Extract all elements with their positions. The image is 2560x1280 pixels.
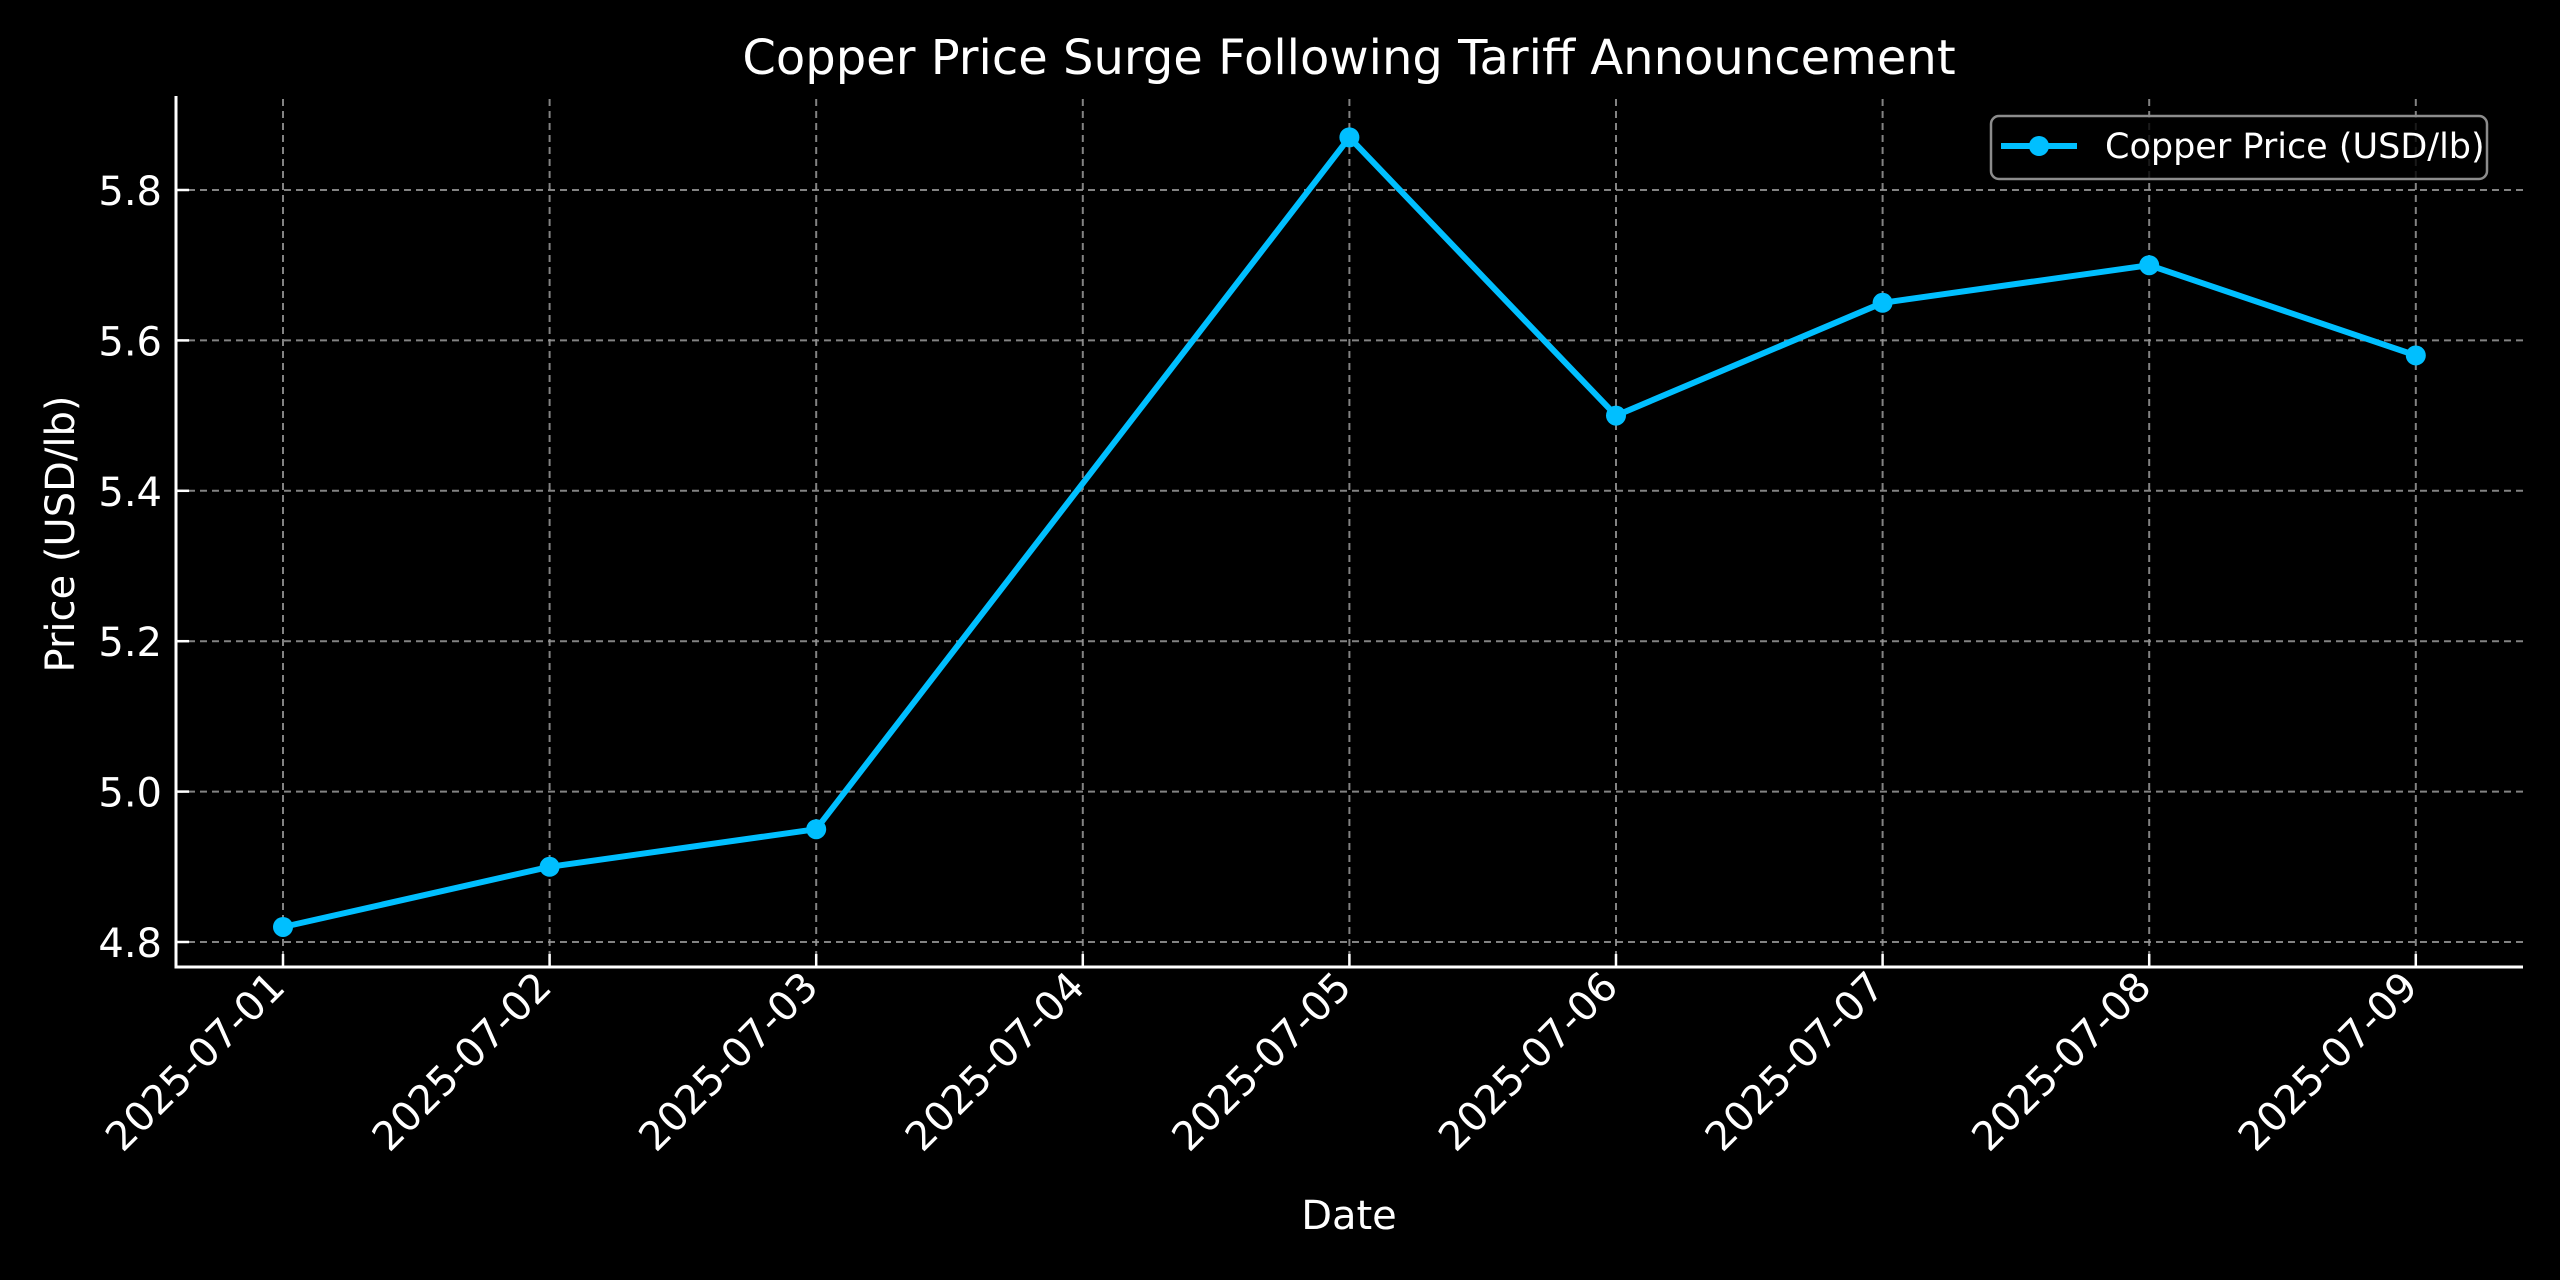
- series-copper-price: [273, 127, 2426, 937]
- y-tick-label: 4.8: [98, 921, 162, 967]
- data-point-marker: [539, 856, 560, 877]
- data-point-marker: [1339, 127, 1360, 148]
- y-axis-ticks: 4.8 5.0 5.2 5.4 5.6 5.8: [98, 169, 189, 967]
- data-point-marker: [2139, 255, 2160, 276]
- y-tick-label: 5.8: [98, 169, 162, 215]
- y-tick-label: 5.6: [98, 319, 162, 365]
- gridlines: [176, 99, 2523, 967]
- legend: Copper Price (USD/lb): [1989, 114, 2489, 181]
- y-axis-label: Price (USD/lb): [38, 396, 84, 673]
- data-point-marker: [1606, 405, 1626, 426]
- y-tick-label: 5.0: [98, 771, 162, 817]
- data-point-marker: [806, 819, 827, 840]
- series-line: [280, 134, 2419, 930]
- x-axis-label: Date: [1301, 1193, 1397, 1239]
- chart-title: Copper Price Surge Following Tariff Anno…: [742, 30, 1955, 86]
- legend-frame: [1989, 114, 2489, 181]
- y-tick-label: 5.4: [98, 470, 162, 516]
- data-point-marker: [273, 916, 293, 937]
- legend-label: Copper Price (USD/lb): [2105, 127, 2485, 167]
- data-point-marker: [1872, 292, 1893, 313]
- data-point-marker: [2405, 345, 2426, 366]
- y-tick-label: 5.2: [98, 620, 162, 666]
- legend-circle-marker-icon: [2029, 136, 2049, 156]
